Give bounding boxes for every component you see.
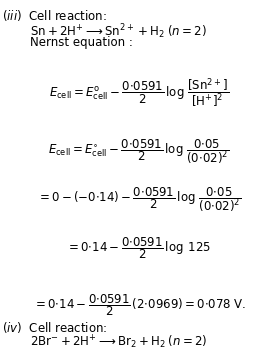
Text: $\mathrm{Sn + 2H^{+} \longrightarrow Sn^{2+} + H_{2}}\;(n = 2)$: $\mathrm{Sn + 2H^{+} \longrightarrow Sn^… <box>30 22 207 41</box>
Text: $= 0{\cdot}14 - \dfrac{0{\cdot}0591}{2}\,\log\;125$: $= 0{\cdot}14 - \dfrac{0{\cdot}0591}{2}\… <box>66 235 212 261</box>
Text: $= 0{\cdot}14 - \dfrac{0{\cdot}0591}{2}\,(2{\cdot}0969) = 0{\cdot}078\;\mathrm{V: $= 0{\cdot}14 - \dfrac{0{\cdot}0591}{2}\… <box>33 292 245 318</box>
Text: $\mathrm{2Br^{-} + 2H^{+} \longrightarrow Br_{2} + H_{2}}\;(n = 2)$: $\mathrm{2Br^{-} + 2H^{+} \longrightarro… <box>30 334 208 351</box>
Text: $E_{\mathrm{cell}} = E^{\mathrm{o}}_{\mathrm{cell}} - \dfrac{0{\cdot}0591}{2}\,\: $E_{\mathrm{cell}} = E^{\mathrm{o}}_{\ma… <box>49 76 229 110</box>
Text: $(\mathit{iv})$  Cell reaction:: $(\mathit{iv})$ Cell reaction: <box>2 320 107 335</box>
Text: $E_{\mathrm{cell}} = E^{\circ}_{\mathrm{cell}} - \dfrac{0{\cdot}0591}{2}\,\log\,: $E_{\mathrm{cell}} = E^{\circ}_{\mathrm{… <box>48 137 230 167</box>
Text: $= 0 - (-0{\cdot}14) - \dfrac{0{\cdot}0591}{2}\,\log\,\dfrac{0{\cdot}05}{(0{\cdo: $= 0 - (-0{\cdot}14) - \dfrac{0{\cdot}05… <box>37 186 241 214</box>
Text: $(\mathit{iii})$  Cell reaction:: $(\mathit{iii})$ Cell reaction: <box>2 8 107 23</box>
Text: Nernst equation :: Nernst equation : <box>30 36 133 49</box>
